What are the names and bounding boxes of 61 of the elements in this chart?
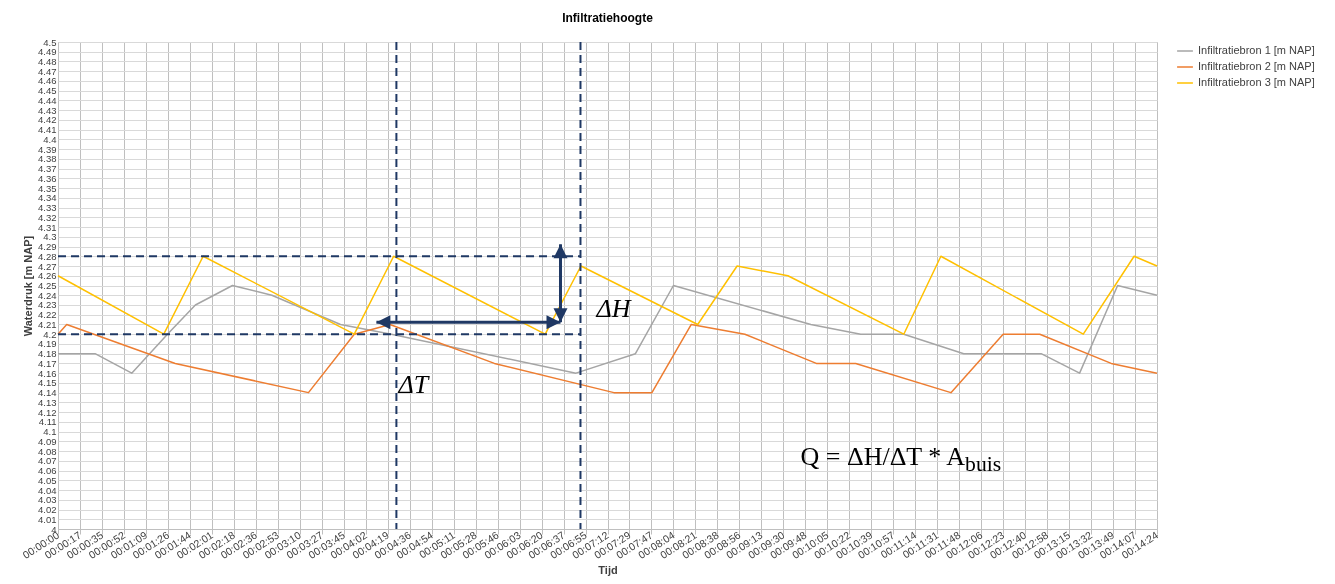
y-tick-label: 4.15 xyxy=(38,377,57,389)
y-tick-label: 4.18 xyxy=(38,348,57,360)
y-tick-label: 4.45 xyxy=(38,85,57,97)
y-tick-label: 4.23 xyxy=(38,299,57,311)
y-tick-label: 4.21 xyxy=(38,318,57,330)
y-tick-label: 4.03 xyxy=(38,494,57,506)
annotation: ΔT xyxy=(398,370,429,401)
y-tick-label: 4.32 xyxy=(38,211,57,223)
y-tick-label: 4.36 xyxy=(38,172,57,184)
y-tick-label: 4.08 xyxy=(38,445,57,457)
y-tick-label: 4.41 xyxy=(38,124,57,136)
y-tick-label: 4.3 xyxy=(43,231,57,243)
line-series xyxy=(57,255,1158,335)
y-tick-label: 4.26 xyxy=(38,270,57,282)
annotation: Q = ΔH/ΔT * A$_{buis}$ xyxy=(800,442,1002,478)
y-tick-label: 4.4 xyxy=(43,133,57,145)
x-axis-title: Tijd xyxy=(598,564,618,577)
y-tick-label: 4.35 xyxy=(38,182,57,194)
y-tick-label: 4.07 xyxy=(38,455,57,467)
y-tick-label: 4.24 xyxy=(38,289,57,301)
y-tick-label: 4.16 xyxy=(38,367,57,379)
y-tick-label: 4.5 xyxy=(43,36,57,48)
y-tick-label: 4.47 xyxy=(38,65,57,77)
y-tick-label: 4.42 xyxy=(38,114,57,126)
y-tick-label: 4.09 xyxy=(38,435,57,447)
y-tick-label: 4.29 xyxy=(38,241,57,253)
y-tick-label: 4.05 xyxy=(38,474,57,486)
legend-label: Infiltratiebron 3 [m NAP] xyxy=(1198,76,1315,88)
y-tick-label: 4.19 xyxy=(38,338,57,350)
y-axis-title: Waterdruk [m NAP] xyxy=(22,235,35,337)
annotation: ΔH xyxy=(596,294,631,325)
y-tick-label: 4.2 xyxy=(43,328,57,340)
y-tick-label: 4.44 xyxy=(38,94,57,106)
y-tick-label: 4.31 xyxy=(38,221,57,233)
y-tick-label: 4.11 xyxy=(38,416,57,428)
y-tick-label: 4.17 xyxy=(38,357,57,369)
y-tick-label: 4.27 xyxy=(38,260,57,272)
y-tick-label: 4.01 xyxy=(38,513,57,525)
y-tick-label: 4.39 xyxy=(38,143,57,155)
y-tick-label: 4.49 xyxy=(38,46,57,58)
y-tick-label: 4.34 xyxy=(38,192,57,204)
legend-label: Infiltratiebron 1 [m NAP] xyxy=(1198,44,1315,56)
y-tick-label: 4.06 xyxy=(38,465,57,477)
y-tick-label: 4.12 xyxy=(38,406,57,418)
y-tick-label: 4.04 xyxy=(38,484,57,496)
y-tick-label: 4.14 xyxy=(38,387,57,399)
legend-label: Infiltratiebron 2 [m NAP] xyxy=(1198,60,1315,72)
y-tick-label: 4.28 xyxy=(38,250,57,262)
chart-title: Infiltratiehoogte xyxy=(562,11,654,25)
y-tick-label: 4.37 xyxy=(38,163,57,175)
y-tick-label: 4.22 xyxy=(38,309,57,321)
y-tick-label: 4.38 xyxy=(38,153,57,165)
y-tick-label: 4.25 xyxy=(38,280,57,291)
y-tick-label: 4.1 xyxy=(43,426,57,438)
line-series xyxy=(57,284,1158,374)
y-tick-label: 4.43 xyxy=(38,104,57,116)
y-tick-label: 4.02 xyxy=(38,504,57,516)
y-tick-label: 4.48 xyxy=(38,55,57,67)
y-tick-label: 4.13 xyxy=(38,396,57,408)
y-tick-label: 4.33 xyxy=(38,202,57,214)
y-tick-label: 4.46 xyxy=(38,75,57,87)
